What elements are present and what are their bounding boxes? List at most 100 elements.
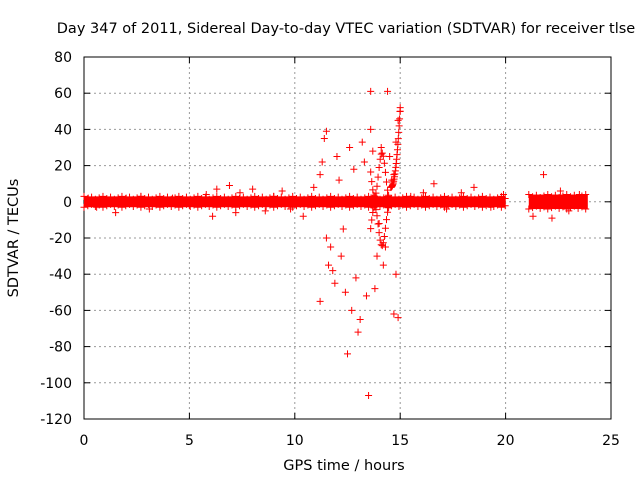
data-point: [339, 225, 347, 233]
data-point: [378, 242, 386, 250]
data-point: [201, 200, 209, 208]
data-point: [463, 202, 471, 210]
data-point: [452, 203, 460, 211]
data-point: [384, 186, 392, 194]
data-point: [327, 192, 335, 200]
data-point: [330, 202, 338, 210]
data-point: [220, 200, 228, 208]
data-point: [299, 212, 307, 220]
data-point: [338, 195, 346, 203]
data-point: [133, 201, 141, 209]
data-point: [354, 328, 362, 336]
data-point: [551, 202, 559, 210]
data-point: [390, 171, 398, 179]
data-point: [403, 203, 411, 211]
data-point: [316, 171, 324, 179]
data-point: [277, 193, 285, 201]
data-point: [249, 185, 257, 193]
data-point: [99, 203, 107, 211]
data-point: [292, 195, 300, 203]
chart-title: Day 347 of 2011, Sidereal Day-to-day VTE…: [57, 21, 636, 37]
data-point: [169, 194, 177, 202]
data-point: [494, 201, 502, 209]
data-point: [463, 195, 471, 203]
data-point: [448, 200, 456, 208]
data-point: [375, 163, 383, 171]
data-point: [482, 202, 490, 210]
data-point: [350, 165, 358, 173]
data-point: [329, 267, 337, 275]
data-point: [289, 192, 297, 200]
data-point: [186, 203, 194, 211]
data-point: [308, 203, 316, 211]
data-point: [525, 191, 533, 199]
data-point: [137, 203, 145, 211]
data-point: [182, 200, 190, 208]
data-point: [529, 204, 537, 212]
data-point: [133, 194, 141, 202]
data-point: [258, 193, 266, 201]
data-point: [228, 194, 236, 202]
y-tick-label: -60: [49, 303, 72, 319]
data-point: [540, 171, 548, 179]
data-point: [574, 193, 582, 201]
data-band: [84, 196, 506, 208]
data-point: [433, 203, 441, 211]
data-point: [395, 195, 403, 203]
data-point: [360, 158, 368, 166]
data-point: [380, 233, 388, 241]
data-point: [300, 195, 308, 203]
data-point: [145, 200, 153, 208]
data-point: [236, 202, 244, 210]
data-point: [118, 192, 126, 200]
data-point: [198, 195, 206, 203]
data-point: [304, 201, 312, 209]
data-point: [285, 201, 293, 209]
data-point: [148, 195, 156, 203]
data-point: [99, 192, 107, 200]
y-tick-label: 60: [54, 86, 72, 102]
data-point: [334, 200, 342, 208]
data-point: [452, 195, 460, 203]
data-point: [353, 193, 361, 201]
data-point: [160, 195, 168, 203]
data-point: [274, 202, 282, 210]
data-point: [342, 194, 350, 202]
data-point: [578, 203, 586, 211]
x-tick-label: 20: [497, 433, 515, 449]
data-point: [278, 187, 286, 195]
data-point: [356, 315, 364, 323]
data-point: [352, 274, 360, 282]
data-point: [232, 192, 240, 200]
data-point: [544, 205, 552, 213]
data-point: [122, 202, 130, 210]
data-point: [380, 201, 388, 209]
data-point: [137, 192, 145, 200]
data-point: [270, 192, 278, 200]
data-point: [556, 187, 564, 195]
data-point: [346, 203, 354, 211]
data-point: [175, 192, 183, 200]
data-point: [372, 206, 380, 214]
data-point: [467, 193, 475, 201]
data-point: [381, 224, 389, 232]
data-point: [565, 207, 573, 215]
data-point: [300, 203, 308, 211]
data-point: [209, 201, 217, 209]
y-tick-label: 0: [63, 195, 72, 211]
data-point: [371, 192, 379, 200]
data-point: [213, 192, 221, 200]
data-point: [467, 200, 475, 208]
data-point: [367, 125, 375, 133]
data-point: [179, 202, 187, 210]
data-point: [270, 203, 278, 211]
data-point: [243, 203, 251, 211]
data-point: [84, 202, 92, 210]
data-point: [110, 195, 118, 203]
data-point: [266, 201, 274, 209]
data-point: [357, 203, 365, 211]
data-point: [103, 196, 111, 204]
data-point: [217, 202, 225, 210]
data-point: [407, 192, 415, 200]
data-point: [384, 208, 392, 216]
